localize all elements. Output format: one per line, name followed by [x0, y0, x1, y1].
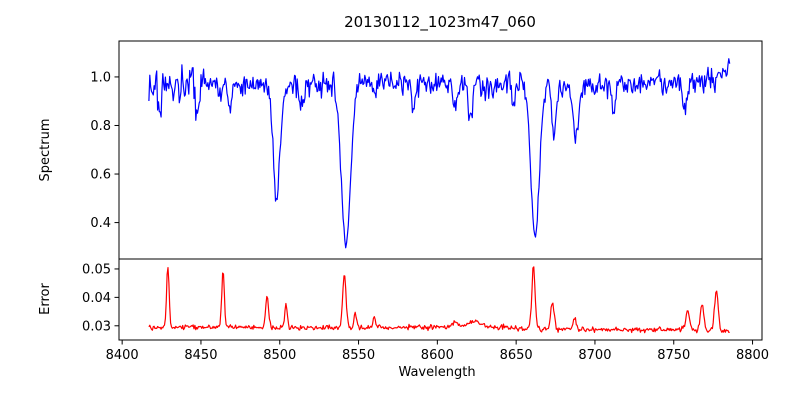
- error-y-tick-label: 0.04: [82, 291, 111, 306]
- error-y-tick-label: 0.05: [82, 262, 111, 277]
- x-tick-label: 8700: [578, 348, 611, 363]
- x-axis-label: Wavelength: [398, 365, 475, 380]
- x-tick-label: 8500: [263, 348, 296, 363]
- spectrum-y-axis-label: Spectrum: [38, 119, 53, 182]
- x-tick-label: 8750: [657, 348, 690, 363]
- x-tick-label: 8450: [184, 348, 217, 363]
- x-tick-label: 8550: [342, 348, 375, 363]
- error-y-tick-label: 0.03: [82, 319, 111, 334]
- spectrum-y-tick-label: 1.0: [90, 70, 111, 85]
- x-tick-label: 8800: [736, 348, 769, 363]
- spectrum-line: [148, 58, 731, 249]
- axes-frames-and-ticks: 0.4 0.6 0.8 1.0 0.03 0.04 0.05 8400 8450 8500 8550…: [82, 40, 769, 363]
- chart-title: 20130112_1023m47_060: [344, 13, 536, 32]
- spectrum-y-tick-label: 0.6: [90, 168, 111, 183]
- x-tick-label: 8650: [500, 348, 533, 363]
- spectrum-frame: [118, 40, 763, 260]
- error-frame: [118, 258, 763, 341]
- x-tick-label: 8600: [421, 348, 454, 363]
- spectrum-y-tick-label: 0.4: [90, 216, 111, 231]
- data-curves: [148, 58, 731, 334]
- spectrum-y-tick-label: 0.8: [90, 119, 111, 134]
- error-line: [148, 266, 730, 334]
- error-y-axis-label: Error: [38, 283, 53, 315]
- x-tick-label: 8400: [106, 348, 139, 363]
